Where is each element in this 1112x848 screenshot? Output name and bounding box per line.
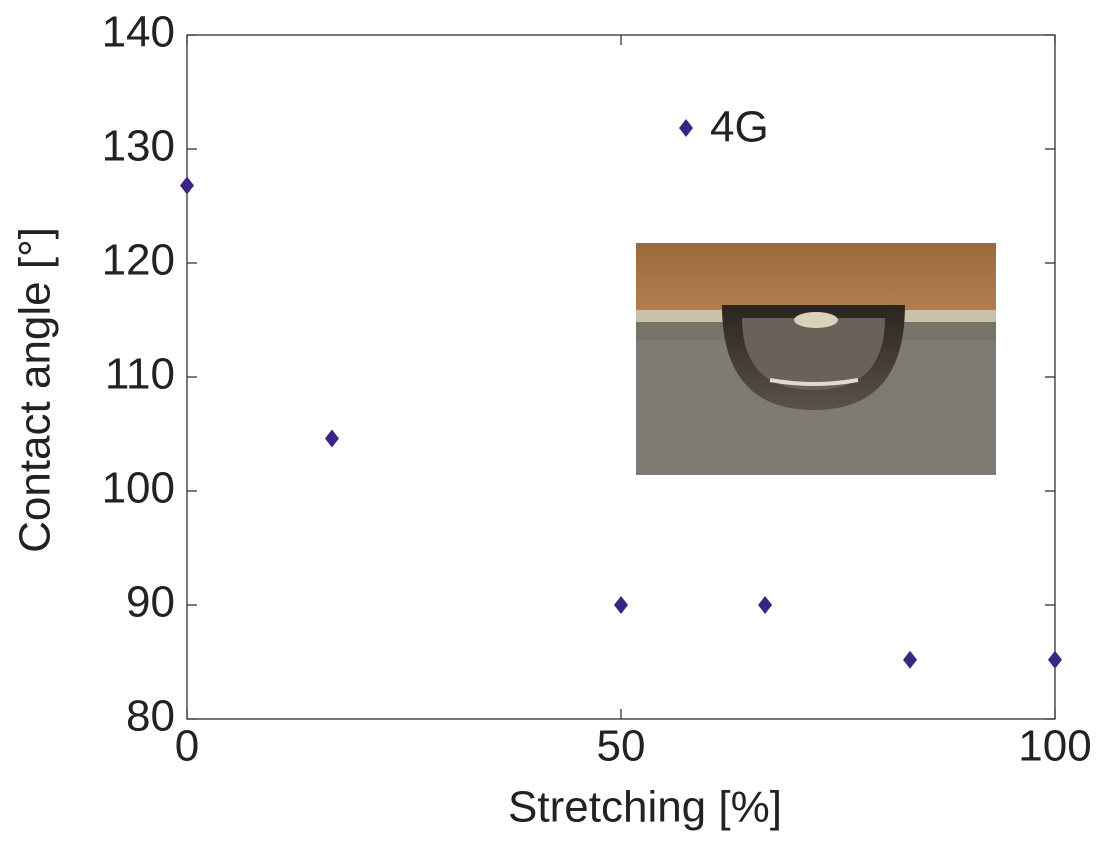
y-tick-label: 90 (126, 578, 175, 627)
y-tick-label: 120 (102, 236, 175, 285)
y-tick-label: 100 (102, 464, 175, 513)
data-point (324, 429, 339, 448)
data-point (903, 650, 918, 669)
x-tick-label: 50 (597, 722, 646, 771)
x-axis-title: Stretching [%] (508, 783, 782, 832)
inset-photo (636, 243, 996, 475)
data-point (1048, 650, 1062, 669)
y-axis-title: Contact angle [°] (11, 227, 60, 553)
legend-label: 4G (710, 103, 769, 152)
y-tick-label: 130 (102, 122, 175, 171)
data-point (758, 596, 773, 614)
y-tick-label: 140 (102, 8, 175, 57)
data-point (614, 596, 628, 614)
data-point (180, 176, 194, 195)
y-tick-label: 80 (126, 692, 175, 741)
x-tick-label: 0 (175, 722, 199, 771)
legend-marker (679, 119, 693, 137)
y-tick-label: 110 (105, 350, 175, 399)
x-tick-label: 100 (1018, 722, 1091, 771)
